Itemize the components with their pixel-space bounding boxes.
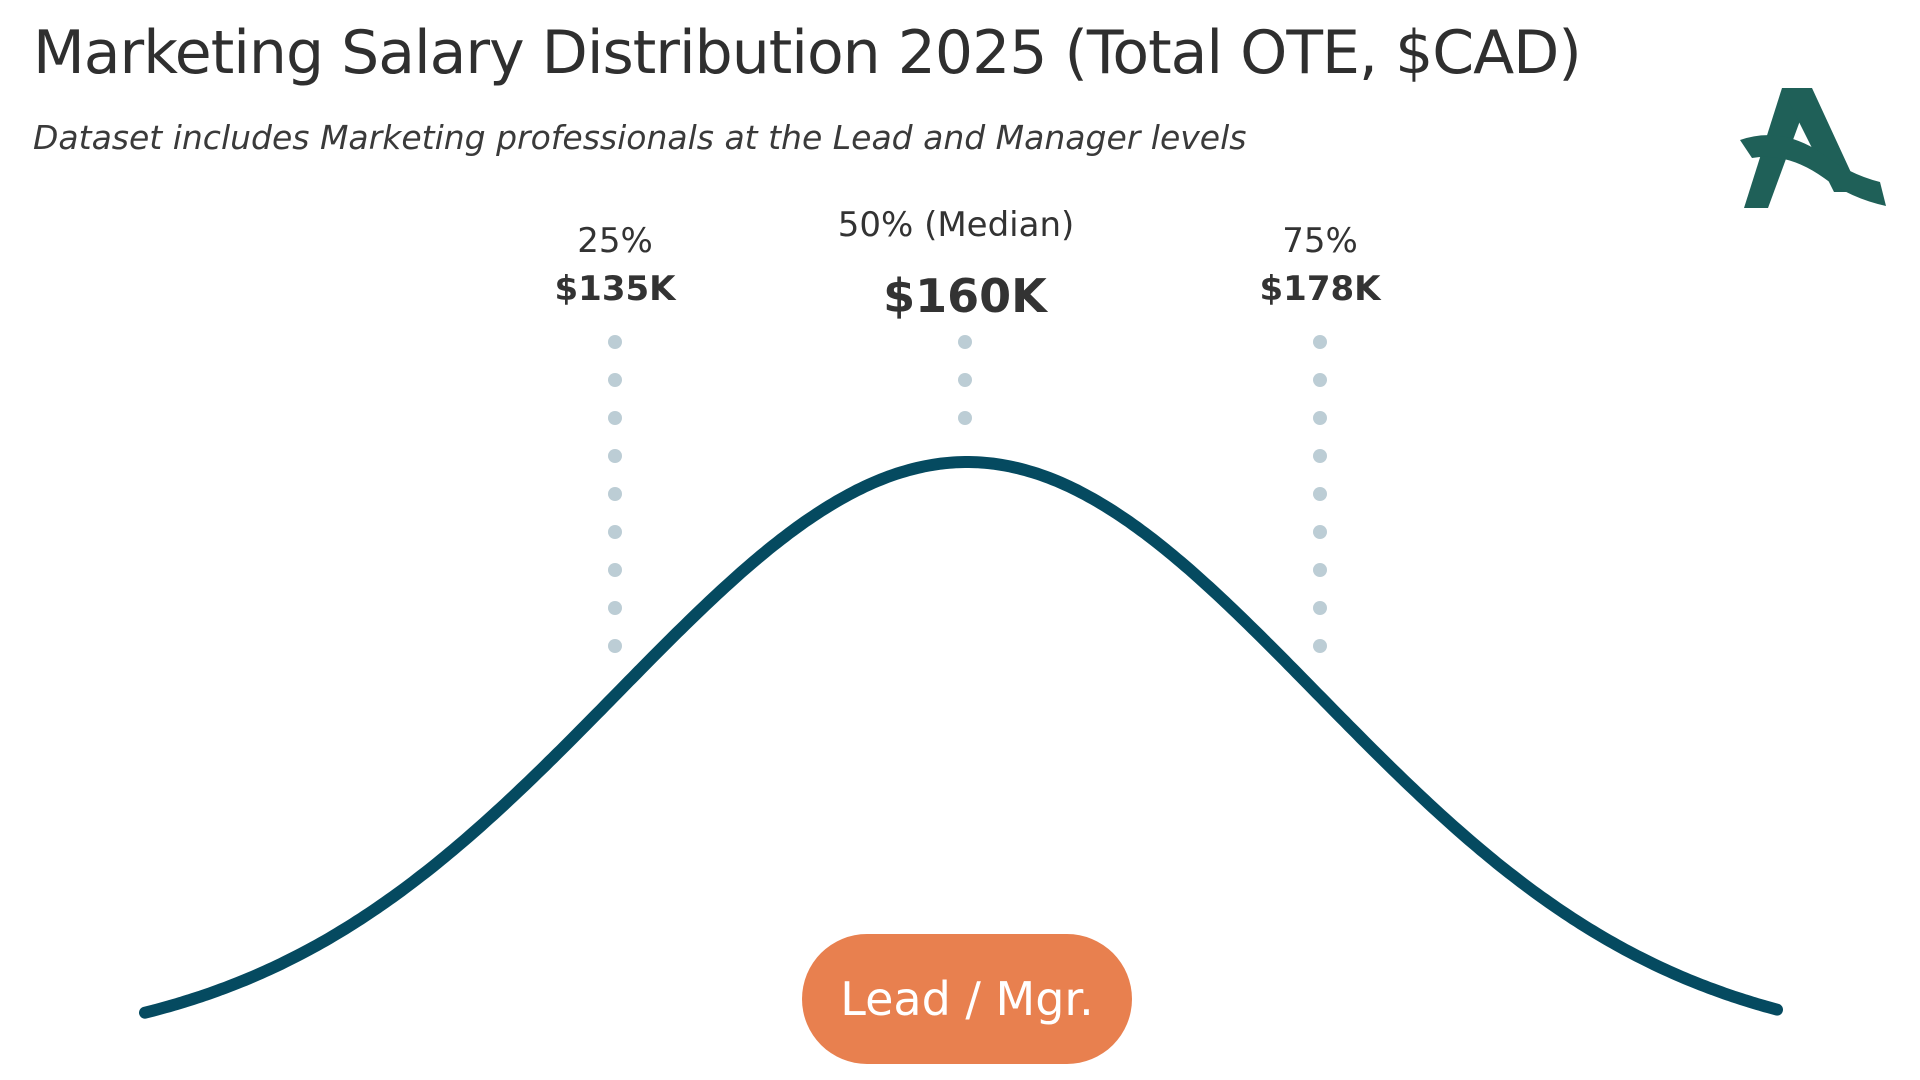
- marker-median-value-label: $160K: [883, 269, 1049, 323]
- marker-75-percentile-label: 75%: [1282, 221, 1358, 261]
- dot-p25-0: [608, 335, 622, 349]
- dot-p25-3: [608, 449, 622, 463]
- marker-25-percentile-label: 25%: [577, 221, 653, 261]
- marker-median-percentile-label: 50% (Median): [838, 205, 1075, 245]
- dot-p25-8: [608, 639, 622, 653]
- marker-75-value-label: $178K: [1260, 269, 1383, 309]
- dot-median-2: [958, 411, 972, 425]
- dot-p75-7: [1313, 601, 1327, 615]
- company-logo-icon: [1740, 88, 1886, 208]
- dot-p75-6: [1313, 563, 1327, 577]
- dot-p75-4: [1313, 487, 1327, 501]
- dot-p25-6: [608, 563, 622, 577]
- percentile-dot-lines: [608, 335, 1327, 653]
- dot-p25-7: [608, 601, 622, 615]
- dot-p25-4: [608, 487, 622, 501]
- dot-p25-2: [608, 411, 622, 425]
- dot-p75-1: [1313, 373, 1327, 387]
- dot-p25-1: [608, 373, 622, 387]
- chart-title: Marketing Salary Distribution 2025 (Tota…: [33, 18, 1582, 88]
- dot-p75-0: [1313, 335, 1327, 349]
- category-pill: Lead / Mgr.: [802, 934, 1132, 1064]
- category-pill-label: Lead / Mgr.: [840, 972, 1094, 1026]
- dot-p75-5: [1313, 525, 1327, 539]
- bell-curve-line: [139, 456, 1783, 1019]
- logo-letter-swoosh: [1740, 135, 1886, 206]
- dot-p75-8: [1313, 639, 1327, 653]
- dot-median-0: [958, 335, 972, 349]
- dot-median-1: [958, 373, 972, 387]
- dot-p25-5: [608, 525, 622, 539]
- chart-subtitle: Dataset includes Marketing professionals…: [33, 118, 1247, 157]
- dot-p75-3: [1313, 449, 1327, 463]
- dot-p75-2: [1313, 411, 1327, 425]
- marker-25-value-label: $135K: [555, 269, 678, 309]
